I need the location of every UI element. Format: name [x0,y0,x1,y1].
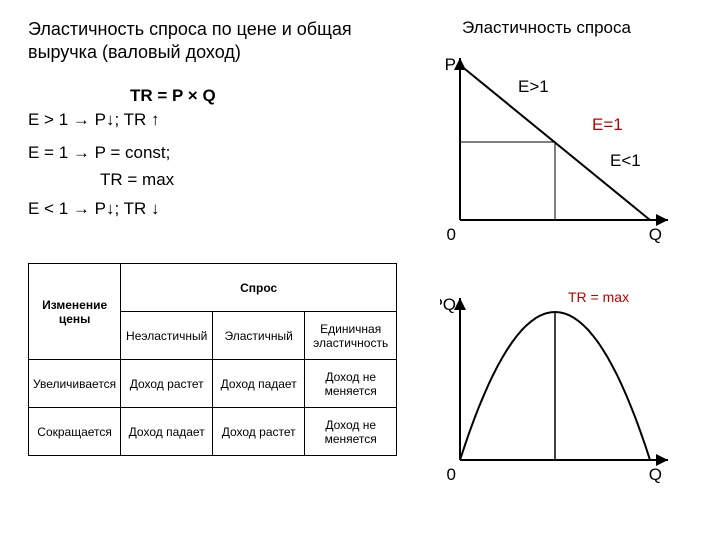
svg-text:TR = max: TR = max [568,290,629,305]
svg-text:P: P [445,55,456,74]
cell: Доход падает [213,360,305,408]
cell: Доход не меняется [305,360,397,408]
th-price-change: Изменение цены [29,264,121,360]
elasticity-table: Изменение цены Спрос Неэластичный Эласти… [28,263,397,456]
right-title: Эластичность спроса [462,18,631,38]
revenue-chart: PQ Q 0 TR = max [440,290,680,500]
cell: Доход растет [121,360,213,408]
revenue-chart-svg: PQ Q 0 TR = max [440,290,680,500]
table-row: Увеличивается Доход растет Доход падает … [29,360,397,408]
table-row: Сокращается Доход падает Доход растет До… [29,408,397,456]
th-unit: Единичная эластичность [305,312,397,360]
th-inelastic: Неэластичный [121,312,213,360]
table-header-row-1: Изменение цены Спрос [29,264,397,312]
th-elastic: Эластичный [213,312,305,360]
th-demand: Спрос [121,264,397,312]
svg-text:Q: Q [649,225,662,244]
page-title: Эластичность спроса по цене и общая выру… [28,18,408,63]
svg-text:0: 0 [447,465,456,484]
svg-text:E>1: E>1 [518,77,549,96]
relation-1: E > 1 → P↓; TR ↑ [28,110,159,130]
formula: TR = P × Q [130,86,216,106]
relation-4: E < 1 → P↓; TR ↓ [28,199,159,219]
cell: Доход не меняется [305,408,397,456]
cell: Сокращается [29,408,121,456]
cell: Доход растет [213,408,305,456]
demand-chart-svg: P Q 0 E>1 E=1 E<1 [440,50,680,260]
svg-text:E<1: E<1 [610,151,641,170]
cell: Доход падает [121,408,213,456]
svg-text:0: 0 [447,225,456,244]
cell: Увеличивается [29,360,121,408]
svg-text:E=1: E=1 [592,115,623,134]
svg-text:Q: Q [649,465,662,484]
svg-text:PQ: PQ [440,295,456,314]
relation-3: TR = max [100,170,174,190]
relation-2: E = 1 → P = const; [28,143,170,163]
demand-chart: P Q 0 E>1 E=1 E<1 [440,50,680,260]
